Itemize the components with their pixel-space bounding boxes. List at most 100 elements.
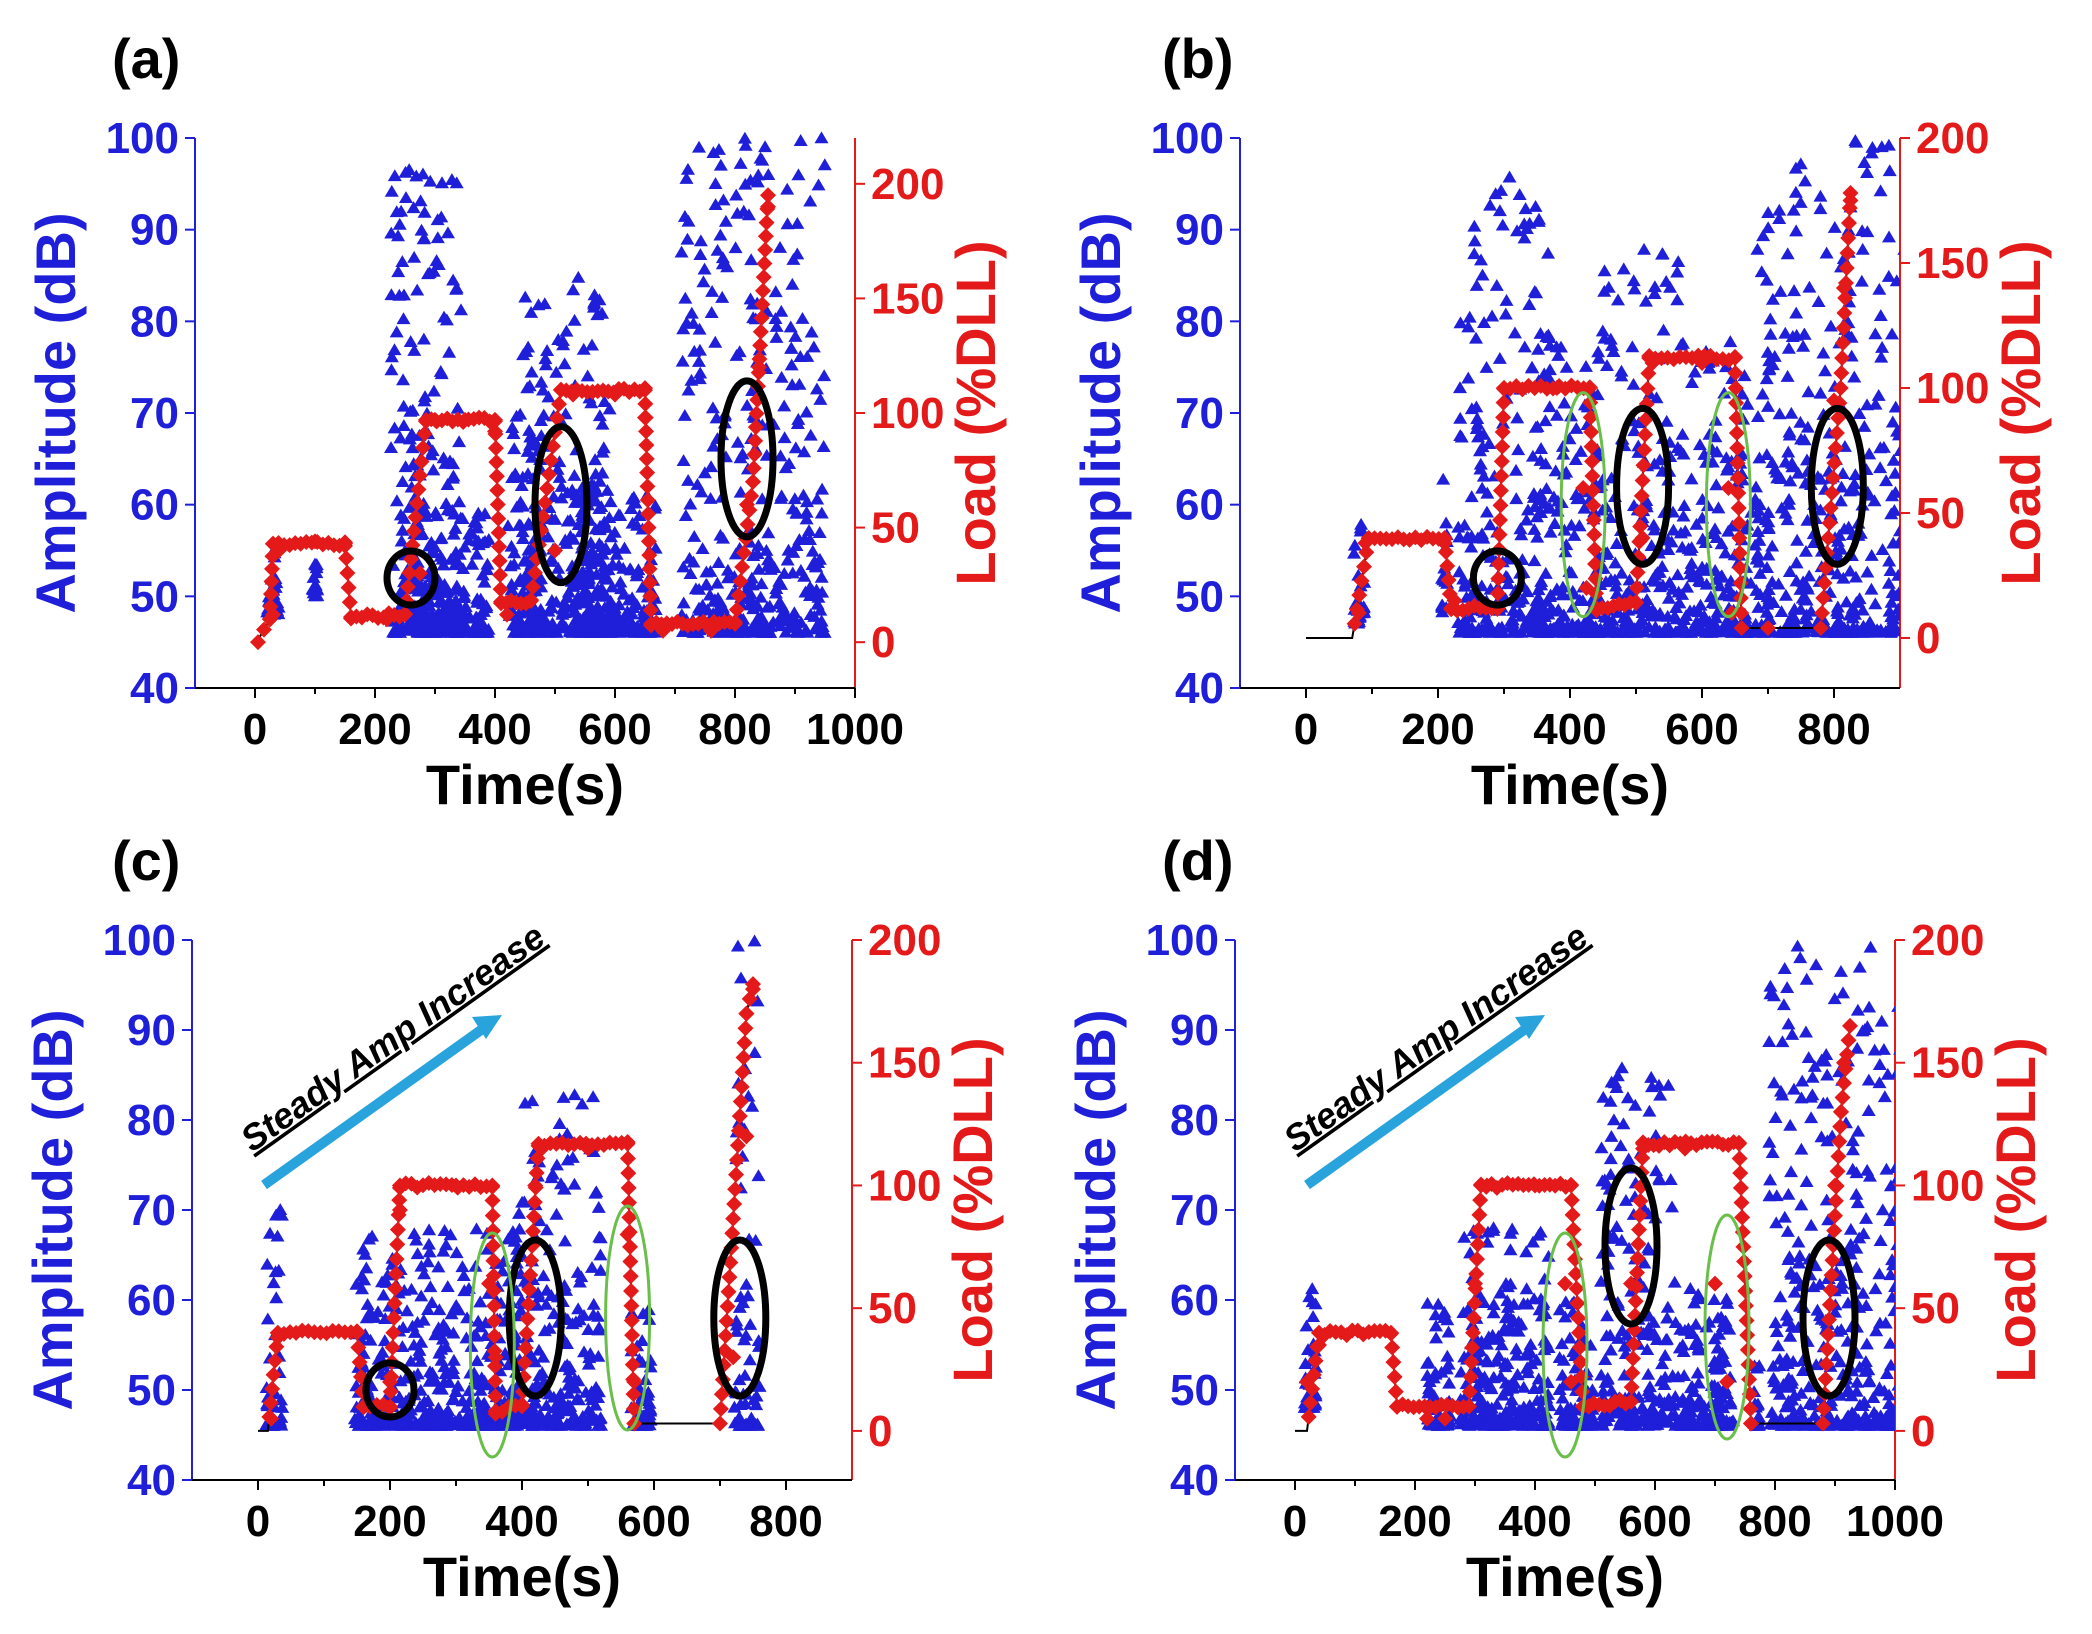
x-tick-label: 800	[749, 1497, 822, 1546]
load-point	[492, 581, 509, 598]
amplitude-point	[761, 168, 776, 181]
amplitude-point	[1772, 203, 1787, 216]
load-point	[1494, 438, 1511, 455]
amplitude-point	[736, 1296, 751, 1309]
y-right-tick-label: 100	[1916, 364, 1989, 413]
amplitude-point	[743, 587, 758, 600]
amplitude-point	[706, 439, 721, 452]
amplitude-point	[697, 466, 712, 479]
amplitude-point	[599, 589, 614, 602]
amplitude-point	[448, 521, 463, 534]
amplitude-point	[1917, 602, 1931, 614]
amplitude-point	[470, 521, 485, 534]
amplitude-point	[1914, 420, 1928, 432]
amplitude-point	[1721, 524, 1736, 537]
amplitude-point	[1769, 465, 1784, 478]
load-point	[386, 1295, 403, 1312]
amplitude-point	[1489, 1354, 1504, 1367]
amplitude-point	[625, 492, 640, 505]
amplitude-point	[1883, 564, 1898, 577]
amplitude-point	[1641, 1367, 1656, 1380]
amplitude-point	[1888, 466, 1900, 479]
amplitude-point	[1505, 1418, 1520, 1431]
amplitude-point	[720, 563, 735, 576]
amplitude-point	[683, 567, 698, 580]
load-point	[1729, 440, 1746, 456]
load-point	[1838, 260, 1855, 276]
amplitude-point	[504, 583, 519, 596]
y-left-tick-label: 70	[127, 1186, 176, 1235]
amplitude-point	[762, 599, 777, 612]
amplitude-point	[1609, 579, 1624, 592]
amplitude-point	[1677, 499, 1692, 511]
amplitude-point	[1523, 1337, 1538, 1350]
amplitude-point	[773, 241, 788, 253]
amplitude-point	[537, 1324, 552, 1337]
load-point	[623, 1297, 640, 1314]
amplitude-point	[813, 392, 828, 405]
load-point	[756, 255, 773, 272]
amplitude-point	[762, 553, 777, 566]
black-circle-marker	[717, 377, 777, 541]
amplitude-point	[476, 1418, 491, 1431]
amplitude-point	[580, 568, 595, 581]
amplitude-point	[435, 552, 450, 565]
amplitude-point	[1556, 467, 1571, 480]
amplitude-point	[1493, 625, 1508, 638]
load-point	[1439, 558, 1456, 574]
load-point	[734, 1064, 751, 1081]
amplitude-point	[424, 448, 439, 461]
amplitude-point	[1690, 1333, 1705, 1346]
load-point	[1644, 355, 1661, 371]
x-tick-label: 600	[578, 705, 651, 754]
load-point	[551, 396, 567, 413]
amplitude-point	[1489, 1397, 1504, 1410]
load-point	[263, 573, 280, 590]
amplitude-point	[1659, 1332, 1674, 1345]
y-right-tick-label: 100	[868, 1161, 941, 1210]
amplitude-point	[422, 625, 437, 638]
y-left-tick-label: 50	[1175, 572, 1224, 621]
x-axis-title: Time(s)	[423, 1545, 621, 1608]
amplitude-point	[1751, 600, 1766, 613]
amplitude-point	[1748, 480, 1763, 493]
amplitude-point	[422, 266, 437, 279]
amplitude-point	[793, 563, 808, 576]
load-point	[1355, 558, 1372, 575]
amplitude-point	[1818, 364, 1833, 377]
amplitude-point	[1534, 578, 1549, 591]
amplitude-point	[585, 544, 600, 557]
amplitude-point	[447, 601, 462, 614]
amplitude-point	[1644, 1080, 1659, 1093]
amplitude-point	[1709, 531, 1724, 544]
amplitude-point	[421, 1237, 436, 1250]
amplitude-point	[699, 565, 714, 578]
amplitude-point	[1520, 503, 1535, 516]
amplitude-point	[754, 577, 769, 590]
load-point	[729, 1137, 746, 1154]
amplitude-point	[1552, 1351, 1567, 1363]
amplitude-point	[1591, 351, 1606, 364]
amplitude-point	[1793, 415, 1808, 428]
amplitude-point	[593, 1248, 608, 1261]
load-point	[409, 495, 425, 512]
amplitude-point	[1793, 195, 1808, 208]
amplitude-point	[728, 547, 743, 560]
amplitude-point	[578, 1418, 593, 1431]
amplitude-point	[394, 204, 409, 217]
amplitude-point	[676, 454, 691, 467]
load-point	[1357, 535, 1374, 551]
load-point	[388, 1251, 405, 1268]
amplitude-point	[1599, 1329, 1614, 1342]
load-point	[541, 466, 557, 483]
load-point	[484, 1177, 501, 1194]
amplitude-point	[1690, 1366, 1705, 1379]
amplitude-point	[1552, 1303, 1567, 1316]
amplitude-point	[1517, 340, 1532, 353]
amplitude-point	[423, 1280, 438, 1293]
amplitude-point	[1676, 620, 1691, 633]
amplitude-point	[789, 620, 804, 633]
amplitude-point	[1737, 369, 1752, 382]
amplitude-point	[536, 1350, 551, 1363]
amplitude-point	[681, 473, 696, 486]
